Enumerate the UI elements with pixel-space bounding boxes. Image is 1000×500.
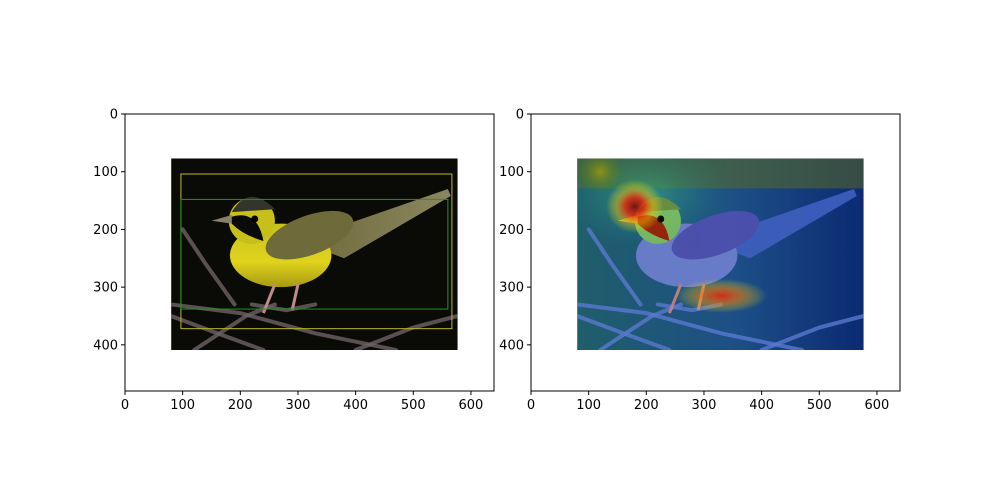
- x-tick-label: 100: [170, 398, 195, 413]
- y-tick-label: 0: [516, 108, 524, 123]
- right-axis-ticks: 0 100 200 300 400 500 600 0 100 200 300 400: [499, 108, 889, 414]
- heat-hotspot: [606, 179, 664, 233]
- bird-figure: [211, 189, 451, 314]
- bird-photo: [171, 158, 458, 351]
- y-tick-label: 400: [93, 338, 118, 353]
- x-tick-label: 300: [692, 398, 717, 413]
- x-tick-label: 200: [228, 398, 253, 413]
- heat-hotspot: [577, 158, 623, 193]
- y-tick-label: 300: [93, 281, 118, 296]
- y-tick-label: 100: [93, 165, 118, 180]
- x-tick-label: 0: [527, 398, 535, 413]
- x-tick-label: 300: [286, 398, 311, 413]
- right-axes-frame: [530, 113, 901, 392]
- x-tick-label: 400: [749, 398, 774, 413]
- left-panel: 0 100 200 300 400 500 600 0 100 200 300 400: [93, 108, 495, 414]
- right-panel: 0 100 200 300 400 500 600 0 100 200 300 400: [499, 108, 901, 414]
- y-tick-label: 100: [499, 165, 524, 180]
- attention-heatmap: [577, 158, 864, 351]
- y-tick-label: 300: [499, 281, 524, 296]
- x-tick-label: 600: [865, 398, 890, 413]
- y-tick-label: 200: [499, 223, 524, 238]
- green-box: [180, 198, 449, 310]
- bounding-boxes: [180, 173, 453, 330]
- y-tick-label: 200: [93, 223, 118, 238]
- y-tick-label: 400: [499, 338, 524, 353]
- x-tick-label: 600: [459, 398, 484, 413]
- heat-hotspot: [675, 278, 767, 313]
- x-tick-label: 500: [401, 398, 426, 413]
- x-tick-label: 0: [121, 398, 129, 413]
- x-tick-label: 500: [807, 398, 832, 413]
- y-tick-label: 0: [110, 108, 118, 123]
- x-tick-label: 100: [576, 398, 601, 413]
- left-axis-ticks: 0 100 200 300 400 500 600 0 100 200 300 400: [93, 108, 483, 414]
- x-tick-label: 400: [343, 398, 368, 413]
- x-tick-label: 200: [634, 398, 659, 413]
- left-axes-frame: [124, 113, 495, 392]
